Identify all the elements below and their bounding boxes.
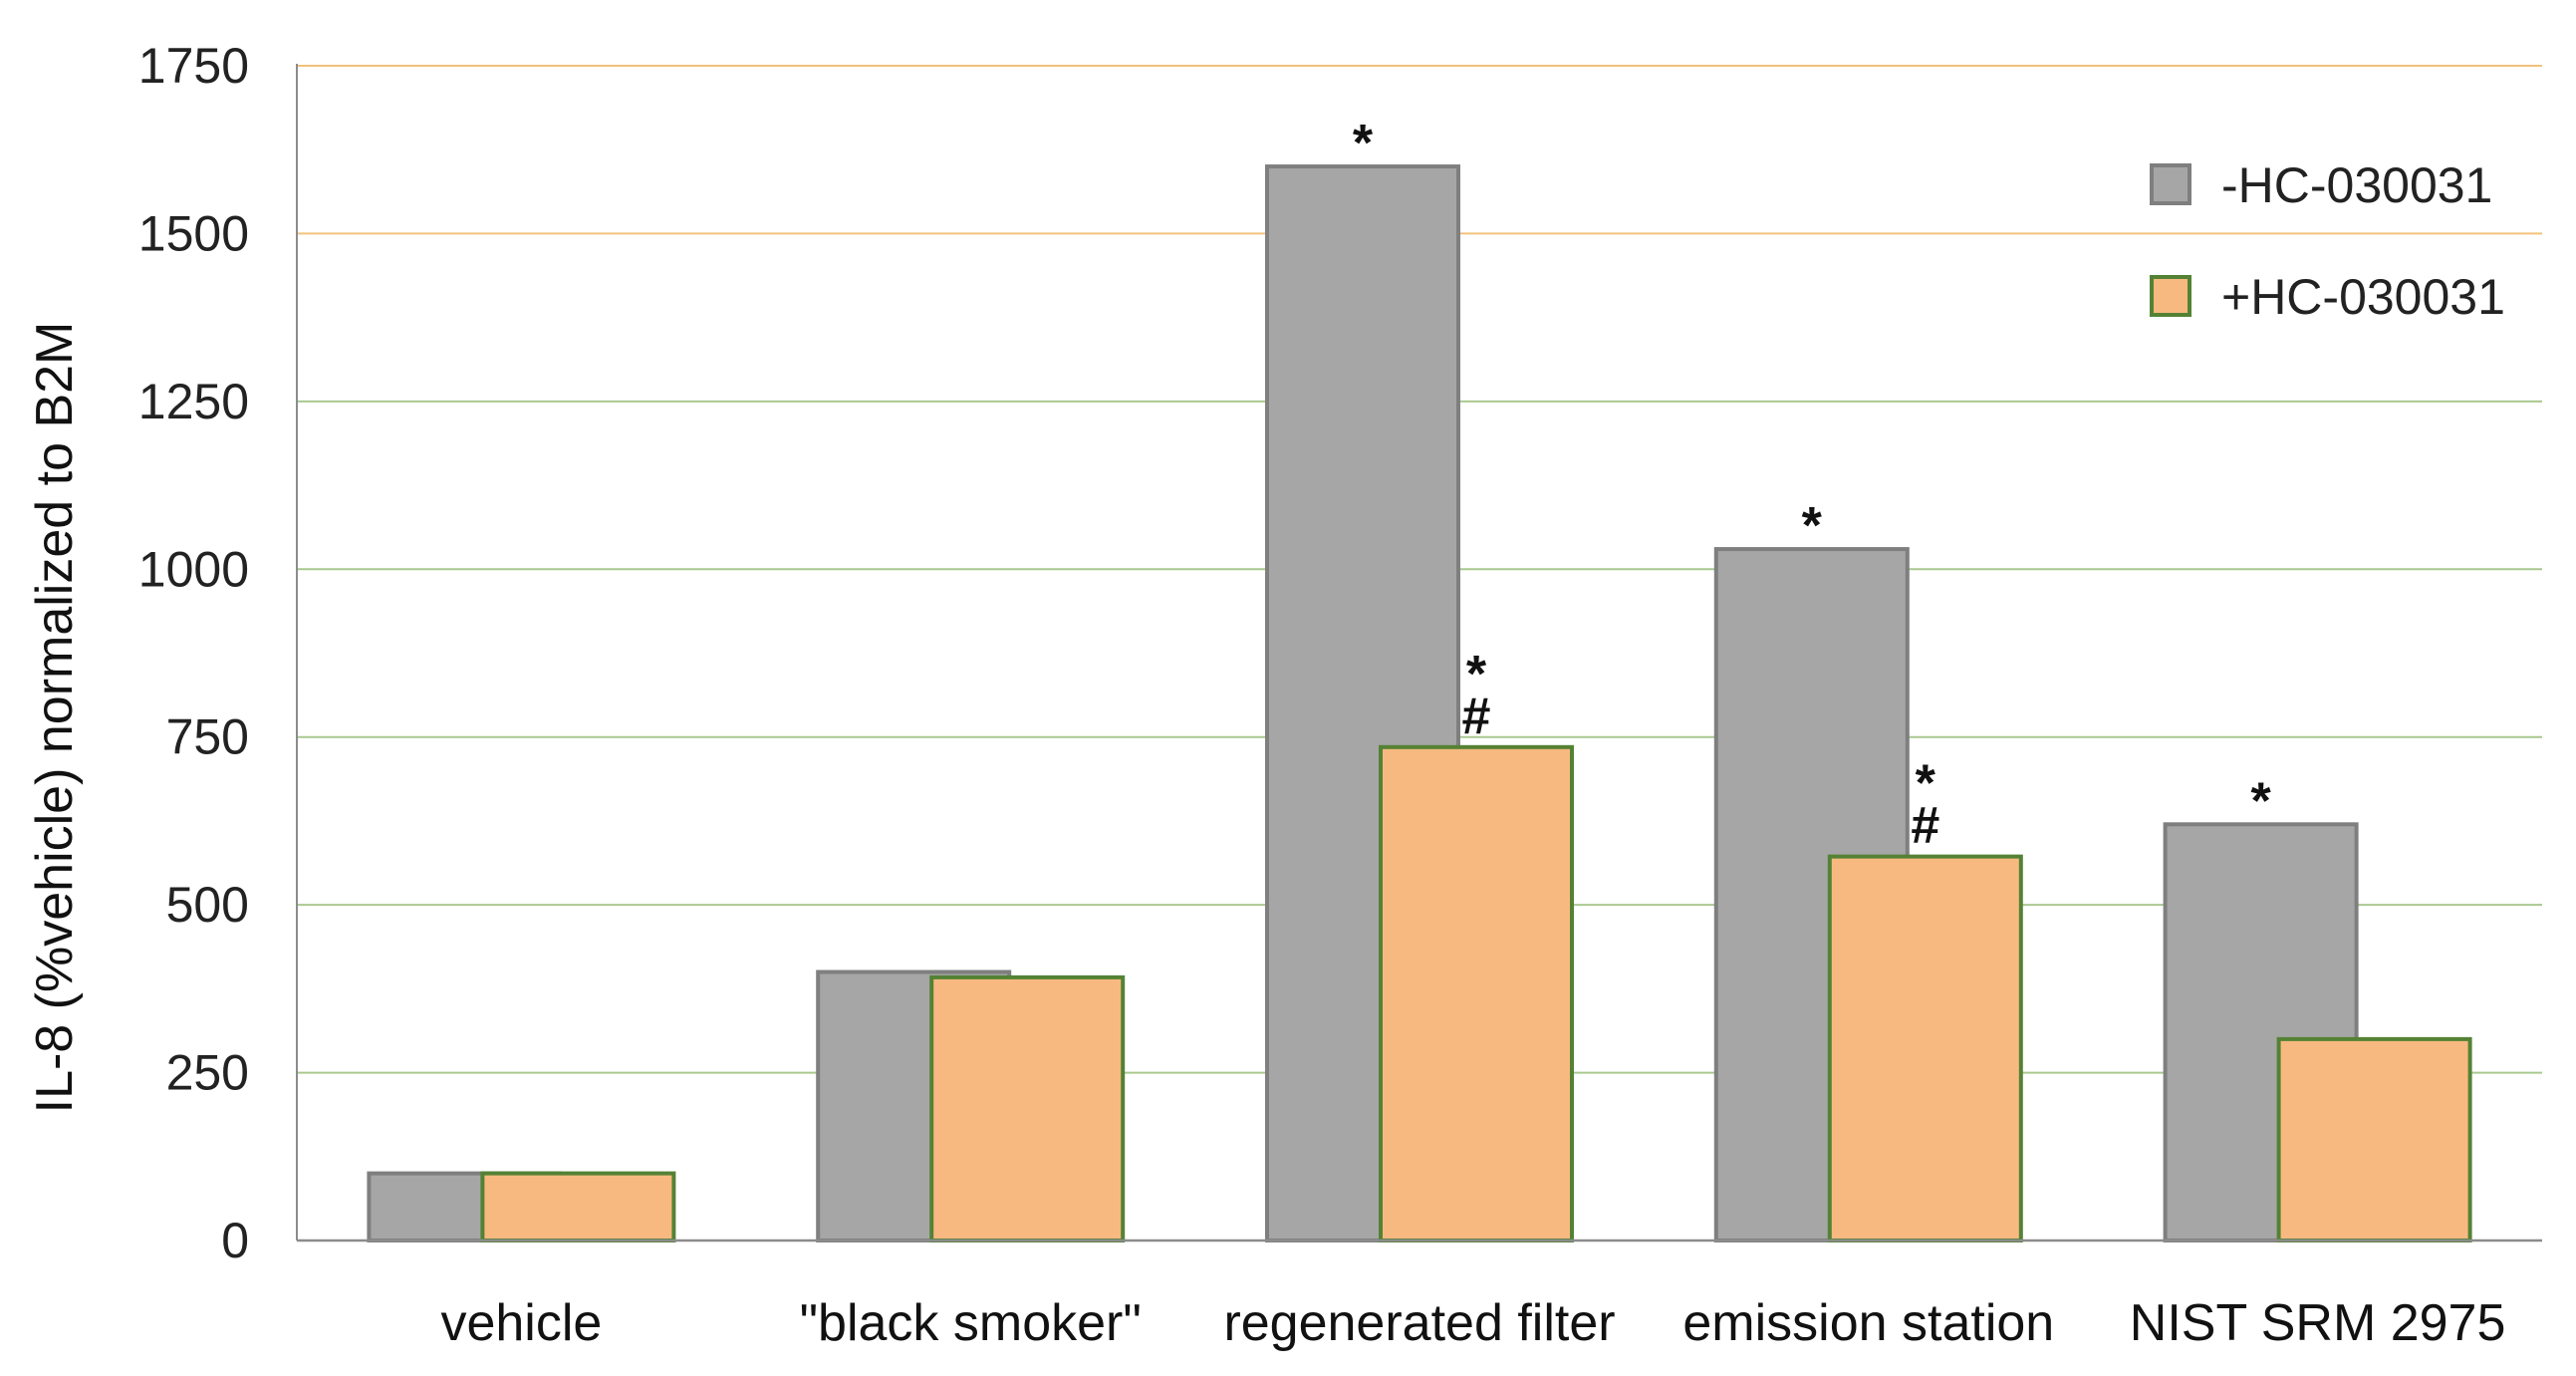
y-axis-label: IL-8 (%vehicle) normalized to B2M	[26, 322, 84, 1114]
y-tick-label: 750	[166, 709, 249, 765]
legend: -HC-030031 +HC-030031	[2150, 157, 2505, 325]
x-category-label: NIST SRM 2975	[2130, 1294, 2506, 1352]
legend-swatch	[2150, 163, 2191, 205]
y-tick-label: 1250	[138, 374, 249, 429]
significance-asterisk: *	[2250, 772, 2271, 830]
significance-asterisk: *	[1353, 115, 1374, 172]
bar-plus-hc-3	[1827, 854, 2023, 1242]
legend-label: +HC-030031	[2221, 269, 2505, 325]
y-tick-label: 1500	[138, 205, 249, 261]
bars	[367, 164, 2472, 1243]
significance-hash: #	[1462, 688, 1491, 745]
axes: 0 250 500 750 1000 1250 1500 1750 vehicle "black …	[138, 38, 2542, 1352]
significance-asterisk: *	[1466, 646, 1487, 703]
x-category-label: vehicle	[440, 1294, 602, 1352]
y-tick-label: 250	[166, 1045, 249, 1101]
significance-hash: #	[1911, 797, 1939, 855]
bar-plus-hc-0	[480, 1171, 676, 1242]
x-category-label: regenerated filter	[1223, 1294, 1615, 1352]
x-category-label: "black smoker"	[800, 1294, 1142, 1352]
legend-label: -HC-030031	[2221, 157, 2492, 213]
y-tick-label: 500	[166, 877, 249, 933]
bar-plus-hc-1	[929, 974, 1126, 1242]
x-category-label: emission station	[1682, 1294, 2054, 1352]
bar-plus-hc-2	[1379, 744, 1574, 1242]
y-tick-label: 1750	[138, 38, 249, 94]
y-tick-label: 0	[221, 1213, 249, 1268]
significance-asterisk: *	[1916, 755, 1936, 813]
significance-asterisk: *	[1802, 497, 1823, 555]
significance-annotations: **#**# *	[1353, 115, 2272, 855]
y-tick-label: 1000	[138, 541, 249, 597]
legend-swatch	[2150, 275, 2191, 317]
bar-plus-hc-4	[2276, 1036, 2472, 1243]
